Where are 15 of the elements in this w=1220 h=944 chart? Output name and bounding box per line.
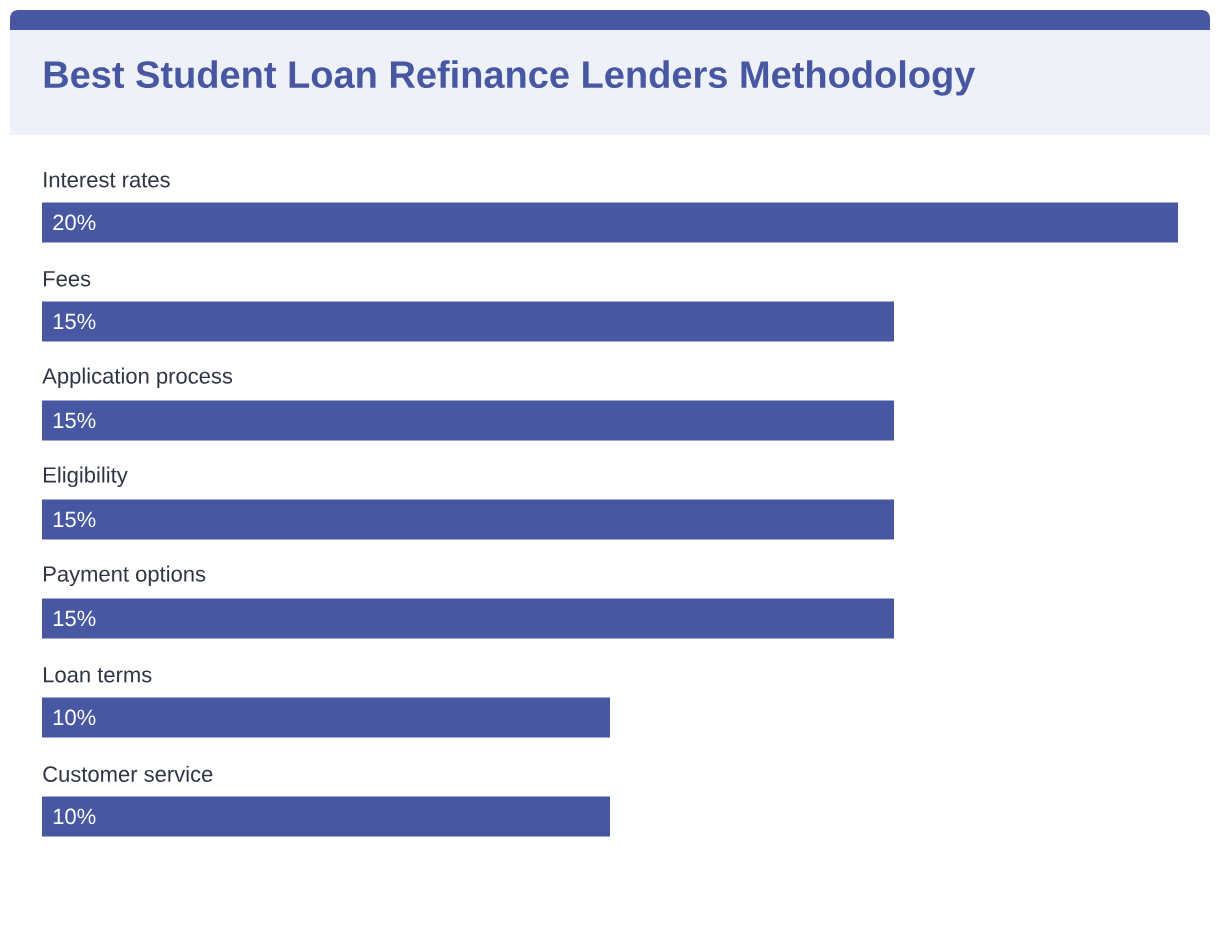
y-tick-label: Interest rates: [44, 172, 170, 188]
data-label: 10%: [53, 808, 96, 825]
data-label: 15%: [53, 511, 96, 528]
y-tick-label: Customer service: [43, 765, 213, 782]
y-tick-label: Payment options: [44, 565, 206, 587]
y-tick-label: Fees: [44, 271, 91, 287]
y-tick-label: Loan terms: [44, 667, 152, 683]
data-label: 10%: [53, 709, 96, 726]
data-label: 15%: [53, 610, 96, 627]
y-tick-label: Eligibility: [44, 466, 128, 488]
chart-title: Best Student Loan Refinance Lenders Methodology: [44, 60, 976, 96]
data-label: 20%: [53, 214, 96, 231]
y-tick-label: Application process: [42, 367, 233, 389]
data-label: 15%: [53, 313, 96, 330]
data-label: 15%: [53, 412, 96, 429]
